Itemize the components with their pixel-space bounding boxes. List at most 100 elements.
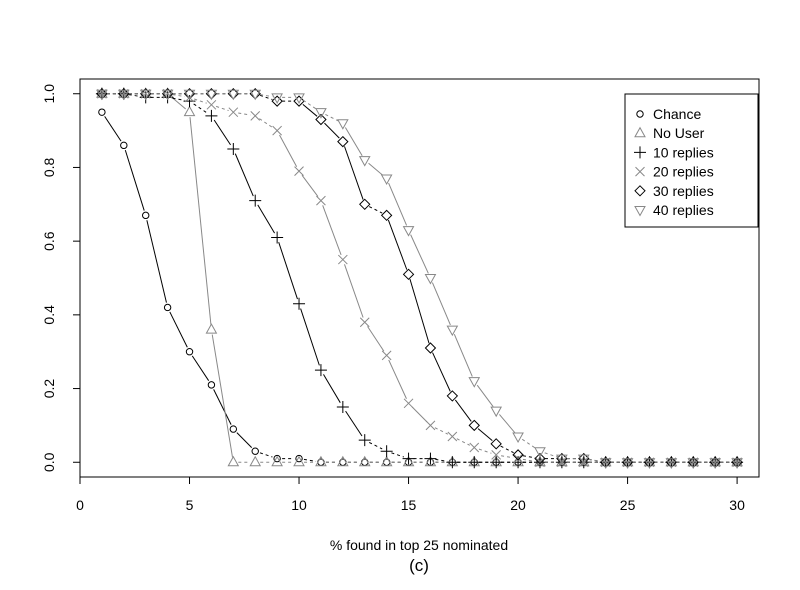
figure-caption: (c) bbox=[409, 556, 429, 575]
y-tick-label: 0.0 bbox=[41, 452, 57, 472]
series-layer bbox=[95, 87, 744, 469]
y-tick-label: 0.4 bbox=[41, 305, 57, 325]
x-tick-label: 15 bbox=[401, 497, 417, 513]
series-line-segment bbox=[387, 219, 408, 270]
data-point bbox=[380, 445, 393, 458]
data-point bbox=[534, 452, 546, 465]
series-line-segment bbox=[410, 234, 429, 274]
data-point bbox=[643, 458, 656, 469]
legend-marker bbox=[634, 146, 646, 159]
series-line-segment bbox=[501, 455, 514, 459]
series-line-segment bbox=[500, 445, 514, 454]
series-line-segment bbox=[215, 105, 229, 112]
legend: Chance No User 10 replies 20 replies 30 repl… bbox=[624, 93, 759, 228]
data-point bbox=[512, 449, 524, 461]
data-point bbox=[359, 317, 370, 328]
series-line-segment bbox=[521, 438, 537, 449]
series-line-segment bbox=[302, 99, 318, 110]
data-point bbox=[293, 95, 305, 107]
data-point bbox=[229, 425, 238, 433]
x-tick-label: 5 bbox=[186, 497, 194, 513]
x-axis: 0 5 10 15 20 25 30 bbox=[76, 476, 745, 513]
series-line-segment bbox=[368, 162, 384, 176]
data-point bbox=[227, 89, 240, 101]
data-point bbox=[315, 108, 327, 119]
data-point bbox=[315, 113, 327, 126]
series-line-segment bbox=[301, 174, 319, 197]
series-line-segment bbox=[453, 333, 473, 377]
series-line-segment bbox=[172, 97, 185, 101]
series-line-segment bbox=[300, 308, 320, 366]
legend-box bbox=[624, 93, 759, 228]
data-point bbox=[250, 110, 261, 121]
y-axis: 0.0 0.2 0.4 0.6 0.8 1.0 bbox=[41, 84, 80, 472]
data-point bbox=[314, 364, 327, 377]
data-point bbox=[599, 458, 612, 469]
data-point bbox=[142, 211, 150, 220]
legend-label: 40 replies bbox=[653, 202, 714, 218]
data-point bbox=[249, 194, 262, 207]
data-point bbox=[294, 166, 304, 176]
series-line-segment bbox=[478, 448, 492, 454]
data-point bbox=[534, 447, 546, 458]
legend-marker bbox=[635, 166, 645, 177]
data-point bbox=[709, 458, 722, 469]
data-point bbox=[447, 431, 458, 442]
data-point bbox=[424, 342, 437, 354]
series-line-segment bbox=[588, 458, 601, 462]
series-line-segment bbox=[368, 441, 383, 450]
data-point bbox=[163, 303, 172, 312]
data-point bbox=[490, 406, 503, 418]
y-tick-label: 1.0 bbox=[41, 84, 57, 104]
data-point bbox=[227, 455, 240, 467]
series-line-segment bbox=[257, 204, 276, 234]
series-line-segment bbox=[279, 134, 298, 167]
data-point bbox=[425, 420, 436, 431]
data-point bbox=[336, 400, 349, 413]
series-line-segment bbox=[303, 458, 317, 462]
x-tick-label: 0 bbox=[76, 497, 84, 513]
data-point bbox=[227, 143, 240, 156]
data-point bbox=[513, 453, 523, 464]
series-line-segment bbox=[434, 427, 449, 435]
series-line-segment bbox=[456, 438, 471, 446]
data-point bbox=[205, 89, 218, 101]
series-line-segment bbox=[302, 103, 318, 117]
series-line-segment bbox=[344, 264, 364, 318]
y-tick-label: 0.8 bbox=[41, 158, 57, 178]
series-line-segment bbox=[259, 452, 273, 458]
data-point bbox=[228, 107, 239, 118]
data-point bbox=[424, 452, 437, 465]
data-point bbox=[380, 455, 393, 467]
series-line-segment bbox=[234, 153, 254, 197]
series-line-segment bbox=[124, 149, 145, 211]
data-point bbox=[687, 458, 700, 469]
y-tick-label: 0.6 bbox=[41, 231, 57, 251]
data-point bbox=[96, 89, 108, 101]
data-point bbox=[205, 109, 218, 122]
series-line-segment bbox=[260, 94, 273, 98]
series-line-segment bbox=[128, 94, 141, 98]
y-tick-label: 0.2 bbox=[41, 379, 57, 399]
series-line-segment bbox=[259, 118, 274, 129]
series-line-segment bbox=[236, 432, 253, 449]
series-line-segment bbox=[411, 406, 428, 423]
series-line-segment bbox=[194, 98, 207, 104]
data-point bbox=[358, 455, 371, 467]
data-point bbox=[273, 454, 281, 463]
x-tick-label: 20 bbox=[510, 497, 526, 513]
data-point bbox=[468, 419, 480, 432]
series-line-segment bbox=[391, 452, 404, 458]
data-point bbox=[207, 381, 216, 389]
data-point bbox=[358, 434, 371, 447]
data-point bbox=[139, 89, 152, 101]
data-point bbox=[490, 438, 502, 450]
legend-marker bbox=[634, 185, 646, 197]
data-point bbox=[98, 108, 106, 116]
x-axis-title: % found in top 25 nominated bbox=[330, 537, 508, 553]
series-line-segment bbox=[344, 146, 364, 200]
data-point bbox=[293, 297, 306, 310]
series-line-segment bbox=[454, 399, 472, 422]
series-line-segment bbox=[322, 205, 342, 256]
data-point bbox=[251, 447, 259, 455]
